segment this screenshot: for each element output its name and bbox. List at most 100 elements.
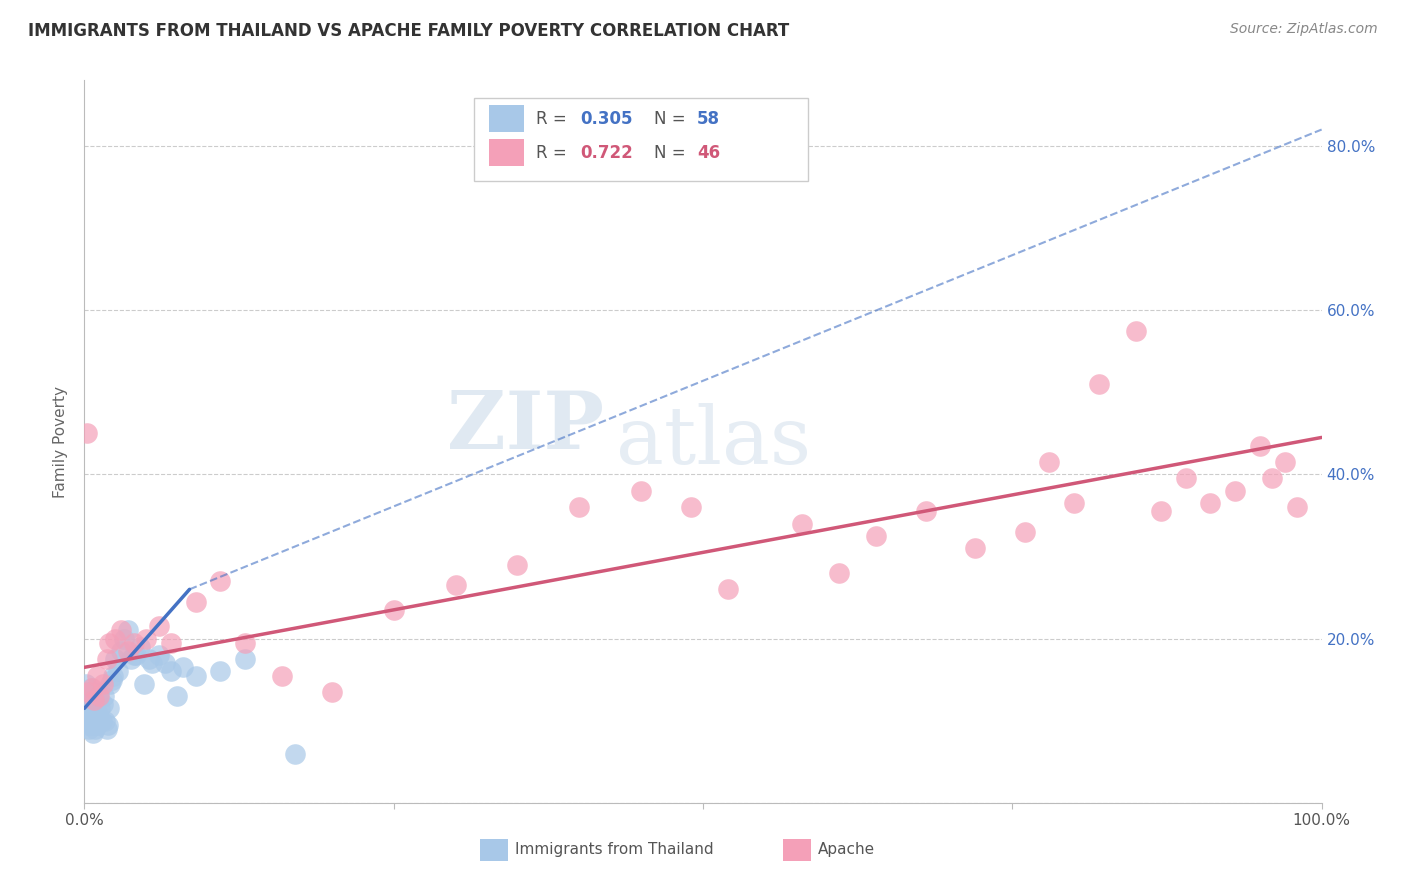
Point xyxy=(172,660,194,674)
Point xyxy=(83,709,105,723)
Point xyxy=(79,706,101,720)
Text: Immigrants from Thailand: Immigrants from Thailand xyxy=(515,842,714,857)
Point xyxy=(76,685,98,699)
Point xyxy=(87,709,110,723)
Point xyxy=(79,709,101,723)
Point xyxy=(93,689,115,703)
Point xyxy=(233,636,256,650)
Point xyxy=(80,714,103,728)
Text: 0.722: 0.722 xyxy=(581,144,633,161)
Point xyxy=(1199,496,1222,510)
Point xyxy=(865,529,887,543)
Point xyxy=(112,632,135,646)
Point xyxy=(77,709,100,723)
Point xyxy=(160,665,183,679)
Point xyxy=(284,747,307,761)
Point xyxy=(94,714,117,728)
Point xyxy=(80,681,103,695)
Point xyxy=(96,722,118,736)
Point xyxy=(160,636,183,650)
Point xyxy=(1285,500,1308,515)
Point xyxy=(122,636,145,650)
Point xyxy=(1125,324,1147,338)
Point xyxy=(107,665,129,679)
Point xyxy=(110,644,132,658)
Point xyxy=(382,603,405,617)
Text: 58: 58 xyxy=(697,110,720,128)
Point xyxy=(98,677,121,691)
Point xyxy=(153,657,176,671)
Point xyxy=(77,718,100,732)
Point xyxy=(135,632,157,646)
Point xyxy=(77,698,100,712)
Point xyxy=(679,500,702,515)
Point xyxy=(117,644,139,658)
Point xyxy=(104,632,127,646)
Point xyxy=(209,574,232,588)
Point xyxy=(1014,524,1036,539)
Point xyxy=(117,624,139,638)
Point xyxy=(166,689,188,703)
Text: R =: R = xyxy=(536,144,572,161)
Point xyxy=(184,668,207,682)
Point xyxy=(98,636,121,650)
Bar xyxy=(489,139,523,166)
Point xyxy=(83,698,105,712)
Point xyxy=(138,652,160,666)
Point xyxy=(148,648,170,662)
Point xyxy=(89,685,111,699)
Point xyxy=(828,566,851,580)
Point xyxy=(82,706,104,720)
Text: Apache: Apache xyxy=(818,842,875,857)
Point xyxy=(790,516,813,531)
Text: 0.305: 0.305 xyxy=(581,110,633,128)
Point xyxy=(271,668,294,682)
Point xyxy=(96,652,118,666)
Point xyxy=(76,714,98,728)
Point xyxy=(321,685,343,699)
Text: atlas: atlas xyxy=(616,402,811,481)
Point xyxy=(84,714,107,728)
Point xyxy=(506,558,529,572)
Text: R =: R = xyxy=(536,110,572,128)
Point xyxy=(82,726,104,740)
Point xyxy=(630,483,652,498)
Text: Source: ZipAtlas.com: Source: ZipAtlas.com xyxy=(1230,22,1378,37)
Point xyxy=(1249,439,1271,453)
Point xyxy=(91,677,114,691)
Point xyxy=(86,706,108,720)
Point xyxy=(209,665,232,679)
Point xyxy=(101,668,124,682)
Point xyxy=(80,701,103,715)
Point xyxy=(79,722,101,736)
Point xyxy=(120,652,142,666)
Point xyxy=(1088,377,1111,392)
Point xyxy=(1174,471,1197,485)
Point xyxy=(86,668,108,682)
Bar xyxy=(481,838,508,861)
Point xyxy=(75,677,97,691)
Point xyxy=(965,541,987,556)
Point xyxy=(90,714,112,728)
Point xyxy=(184,594,207,608)
Text: N =: N = xyxy=(654,110,690,128)
Point xyxy=(82,718,104,732)
Point xyxy=(89,701,111,715)
Bar xyxy=(489,105,523,132)
Bar xyxy=(783,838,811,861)
Point xyxy=(84,722,107,736)
Point xyxy=(79,681,101,695)
Point xyxy=(100,673,122,687)
Bar xyxy=(474,98,808,181)
Point xyxy=(86,718,108,732)
Point xyxy=(1261,471,1284,485)
Y-axis label: Family Poverty: Family Poverty xyxy=(53,385,69,498)
Point xyxy=(1038,455,1060,469)
Point xyxy=(717,582,740,597)
Point xyxy=(129,640,152,654)
Point xyxy=(76,426,98,441)
Point xyxy=(914,504,936,518)
Point xyxy=(568,500,591,515)
Point xyxy=(76,701,98,715)
Point xyxy=(79,685,101,699)
